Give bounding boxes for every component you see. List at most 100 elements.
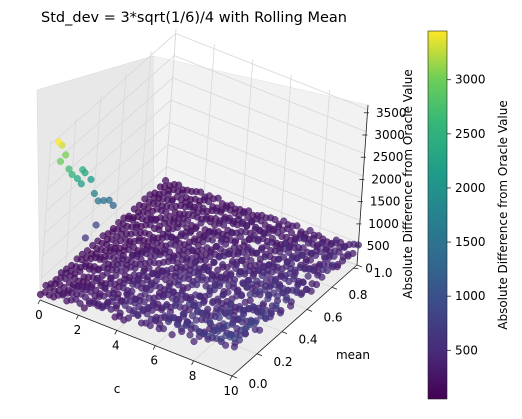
data-point — [220, 221, 228, 229]
data-point — [230, 343, 238, 351]
colorbar-tick-label: 2000 — [455, 181, 486, 195]
grid-line-z-back — [167, 144, 361, 221]
data-point — [143, 310, 151, 318]
data-point — [206, 253, 214, 261]
data-point — [329, 261, 337, 269]
data-point — [151, 316, 159, 324]
data-point — [93, 277, 101, 285]
data-point — [282, 296, 290, 304]
data-point — [90, 189, 98, 197]
data-point — [151, 252, 159, 260]
data-point — [214, 194, 222, 202]
data-point — [150, 259, 158, 267]
x-tick-label: 8 — [189, 369, 197, 383]
data-point — [140, 298, 148, 306]
x-tick-label: 10 — [223, 384, 238, 398]
data-point — [298, 251, 306, 259]
data-point — [243, 283, 251, 291]
y-tick-mark — [331, 286, 338, 290]
x-tick-mark — [37, 299, 41, 305]
data-point — [223, 322, 231, 330]
data-point — [236, 232, 244, 240]
data-point — [61, 275, 69, 283]
data-point — [264, 229, 272, 237]
data-point — [241, 325, 249, 333]
grid-line-z-back — [169, 121, 362, 199]
data-point — [162, 302, 170, 310]
data-point — [168, 331, 176, 339]
data-point — [309, 267, 317, 275]
data-point — [299, 278, 307, 286]
data-point — [210, 286, 218, 294]
y-tick-mark — [356, 264, 363, 268]
grid-line-z-back — [166, 166, 359, 244]
data-point — [258, 245, 266, 253]
data-point — [108, 235, 116, 243]
data-point — [108, 297, 116, 305]
data-point — [217, 335, 225, 343]
z-tick-label: 3500 — [376, 106, 407, 120]
data-point — [73, 175, 81, 183]
data-point — [254, 237, 262, 245]
x-tick-label: 4 — [112, 338, 120, 352]
data-point — [236, 303, 244, 311]
data-point — [340, 243, 348, 251]
data-point — [215, 253, 223, 261]
z-axis-label: Absolute Difference from Oracle Value — [401, 69, 415, 299]
data-point — [318, 240, 326, 248]
colorbar-tick-label: 500 — [455, 343, 478, 357]
data-point — [117, 237, 125, 245]
data-point — [332, 239, 340, 247]
data-point — [302, 285, 310, 293]
data-point — [164, 190, 172, 198]
data-point — [257, 217, 265, 225]
grid-line-z-side — [44, 122, 170, 234]
data-point — [261, 313, 269, 321]
data-point — [242, 228, 250, 236]
data-point — [81, 234, 89, 242]
data-point — [199, 207, 207, 215]
data-point — [163, 267, 171, 275]
x-axis-line — [39, 299, 233, 377]
data-point — [155, 226, 163, 234]
data-point — [264, 295, 272, 303]
colorbar — [427, 30, 448, 400]
data-point — [249, 303, 257, 311]
data-point — [117, 267, 125, 275]
data-point — [76, 299, 84, 307]
grid-line-z-side — [50, 33, 176, 145]
data-point — [179, 310, 187, 318]
data-point — [55, 138, 63, 146]
data-point — [80, 304, 88, 312]
y-axis-line — [231, 264, 358, 377]
grid-line-z-side — [45, 99, 172, 212]
data-point — [240, 209, 248, 217]
data-point — [186, 228, 194, 236]
x-axis-label: c — [114, 382, 121, 396]
data-point — [222, 240, 230, 248]
data-point — [190, 338, 198, 346]
data-point — [246, 321, 254, 329]
y-tick-mark — [231, 375, 238, 379]
x-tick-mark — [114, 330, 118, 335]
colorbar-tick-label: 3000 — [455, 73, 486, 87]
x-tick-label: 6 — [150, 354, 158, 368]
data-point — [258, 272, 266, 280]
data-point — [117, 230, 125, 238]
data-point — [131, 229, 139, 237]
data-point — [313, 281, 321, 289]
data-point — [237, 291, 245, 299]
data-point — [72, 295, 80, 303]
data-point — [109, 228, 117, 236]
data-point — [134, 310, 142, 318]
grid-line-z-side — [48, 55, 175, 167]
data-point — [256, 326, 264, 334]
data-point — [125, 246, 133, 254]
y-tick-label: 0.8 — [348, 288, 367, 302]
data-point — [252, 249, 260, 257]
data-point — [107, 305, 115, 313]
data-point — [146, 286, 154, 294]
data-point — [151, 216, 159, 224]
data-point — [166, 308, 174, 316]
